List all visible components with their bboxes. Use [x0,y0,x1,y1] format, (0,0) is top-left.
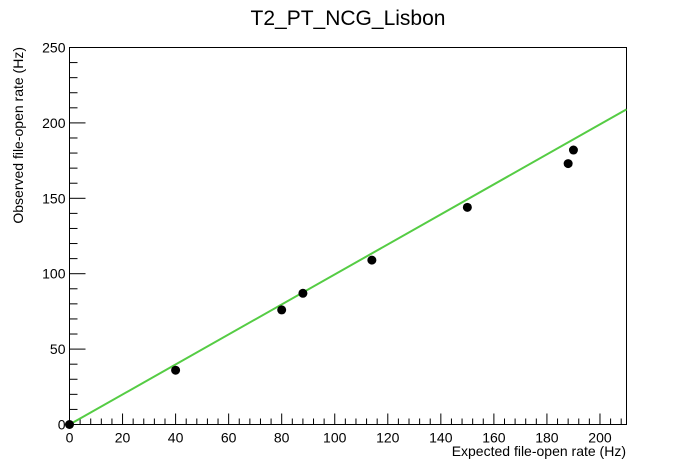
x-tick-label: 200 [588,430,612,446]
y-tick-label: 100 [42,266,66,282]
data-point [563,159,573,169]
x-tick-label: 140 [429,430,453,446]
y-tick-label: 50 [50,341,66,357]
y-axis-title: Observed file-open rate (Hz) [10,47,26,224]
x-tick-label: 180 [535,430,559,446]
x-tick-label: 40 [168,430,184,446]
data-point [277,305,287,315]
x-tick-label: 20 [115,430,131,446]
data-point [568,145,578,155]
fit-line [69,108,627,426]
x-axis-title: Expected file-open rate (Hz) [452,443,626,459]
y-tick-label: 150 [42,190,66,206]
data-point [65,420,74,429]
x-tick-label: 80 [274,430,290,446]
data-points [65,145,578,429]
x-axis: 0 20 40 60 80 100 120 140 160 180 200 [66,413,622,446]
fit-line-group [69,108,627,426]
x-tick-label: 160 [482,430,506,446]
x-tick-label: 0 [66,430,74,446]
plot-frame [69,47,627,425]
data-point [367,255,377,265]
data-point [171,365,181,375]
data-point [462,202,472,212]
data-point [298,288,308,298]
chart-title: T2_PT_NCG_Lisbon [251,7,446,30]
x-tick-label: 100 [323,430,347,446]
y-tick-label: 250 [42,40,66,56]
y-tick-label: 200 [42,115,66,131]
y-tick-label: 0 [58,417,66,433]
x-tick-label: 120 [376,430,400,446]
x-tick-label: 60 [221,430,237,446]
y-axis: 0 50 100 150 200 250 [42,40,86,433]
